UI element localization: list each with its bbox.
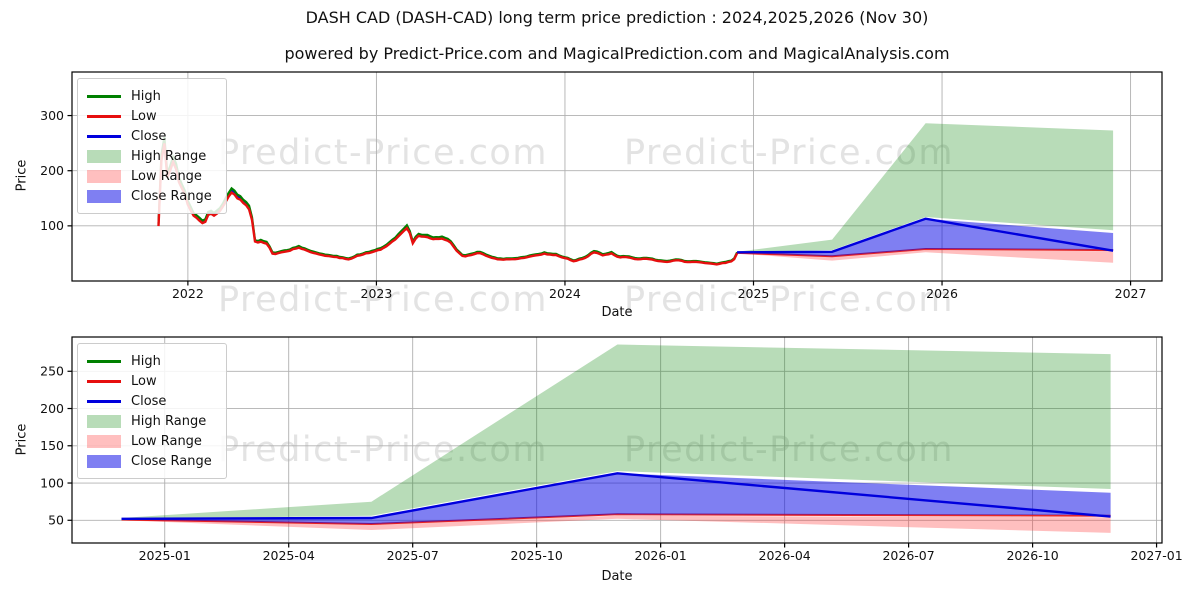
x-tick-label: 2026-04 (759, 548, 811, 563)
x-tick-label: 2026-01 (635, 548, 687, 563)
x-tick-label: 2027-01 (1130, 548, 1182, 563)
legend-item-high: High (87, 351, 212, 371)
top-chart-xlabel: Date (601, 305, 633, 320)
x-tick-label: 2022 (172, 286, 204, 301)
legend-item-close-range: Close Range (87, 451, 212, 471)
x-tick-label: 2025-07 (387, 548, 439, 563)
x-tick-label: 2023 (361, 286, 393, 301)
legend-label: High (131, 353, 161, 369)
y-tick-label: 200 (40, 163, 64, 178)
low-range-swatch (87, 434, 121, 448)
low-range-band (737, 250, 1114, 263)
high-range-swatch (87, 414, 121, 428)
x-tick-label: 2026 (926, 286, 958, 301)
close-line-swatch (87, 134, 121, 138)
y-tick-label: 250 (40, 364, 64, 379)
legend-label: Close (131, 128, 167, 144)
legend-item-low: Low (87, 371, 212, 391)
axes-frame (71, 336, 1163, 544)
forecast-close-line (737, 217, 1114, 254)
high-line-swatch (87, 359, 121, 363)
forecast-close-line (121, 472, 1111, 520)
legend-item-high: High (87, 86, 212, 106)
legend-item-close: Close (87, 391, 212, 411)
x-tick-label: 2024 (549, 286, 581, 301)
legend-item-low-range: Low Range (87, 166, 212, 186)
high-line-swatch (87, 94, 121, 98)
legend-label: High Range (131, 148, 207, 164)
high-range-band (737, 123, 1114, 253)
bottom-chart-legend: High Low Close High Range Low Range Close Ran… (77, 343, 227, 479)
x-tick-label: 2025-10 (511, 548, 563, 563)
legend-label: Close Range (131, 453, 212, 469)
top-chart-ylabel: Price (14, 159, 30, 192)
high-range-swatch (87, 149, 121, 163)
top-chart-legend: High Low Close High Range Low Range Close Ran… (77, 78, 227, 214)
legend-label: Low Range (131, 433, 202, 449)
legend-label: Low Range (131, 168, 202, 184)
y-tick-label: 50 (48, 513, 64, 528)
low-range-band (121, 515, 1111, 533)
low-range-swatch (87, 169, 121, 183)
legend-item-close-range: Close Range (87, 186, 212, 206)
y-tick-label: 200 (40, 401, 64, 416)
legend-label: Close Range (131, 188, 212, 204)
close-range-band (121, 473, 1111, 524)
legend-item-low-range: Low Range (87, 431, 212, 451)
y-tick-label: 150 (40, 438, 64, 453)
y-tick-label: 100 (40, 218, 64, 233)
legend-label: High (131, 88, 161, 104)
x-tick-label: 2026-10 (1006, 548, 1058, 563)
x-tick-label: 2027 (1115, 286, 1147, 301)
legend-item-high-range: High Range (87, 411, 212, 431)
low-line-swatch (87, 114, 121, 118)
legend-label: High Range (131, 413, 207, 429)
y-tick-label: 300 (40, 108, 64, 123)
historical-low-line (157, 143, 739, 266)
close-line-swatch (87, 399, 121, 403)
chart-title: DASH CAD (DASH-CAD) long term price pred… (305, 8, 929, 27)
x-tick-label: 2025 (738, 286, 770, 301)
historical-high-line (157, 137, 739, 265)
close-range-swatch (87, 189, 121, 203)
chart-subtitle: powered by Predict-Price.com and Magical… (284, 44, 950, 63)
legend-label: Close (131, 393, 167, 409)
legend-label: Low (131, 373, 157, 389)
bottom-chart-xlabel: Date (601, 569, 633, 584)
axes-frame (71, 71, 1163, 282)
legend-item-low: Low (87, 106, 212, 126)
close-range-swatch (87, 454, 121, 468)
legend-item-high-range: High Range (87, 146, 212, 166)
y-tick-label: 100 (40, 475, 64, 490)
x-tick-label: 2025-01 (139, 548, 191, 563)
x-tick-label: 2025-04 (263, 548, 315, 563)
legend-label: Low (131, 108, 157, 124)
bottom-chart-ylabel: Price (14, 423, 30, 456)
close-range-band (737, 218, 1114, 257)
x-tick-label: 2026-07 (882, 548, 934, 563)
low-line-swatch (87, 379, 121, 383)
legend-item-close: Close (87, 126, 212, 146)
high-range-band (121, 344, 1111, 519)
